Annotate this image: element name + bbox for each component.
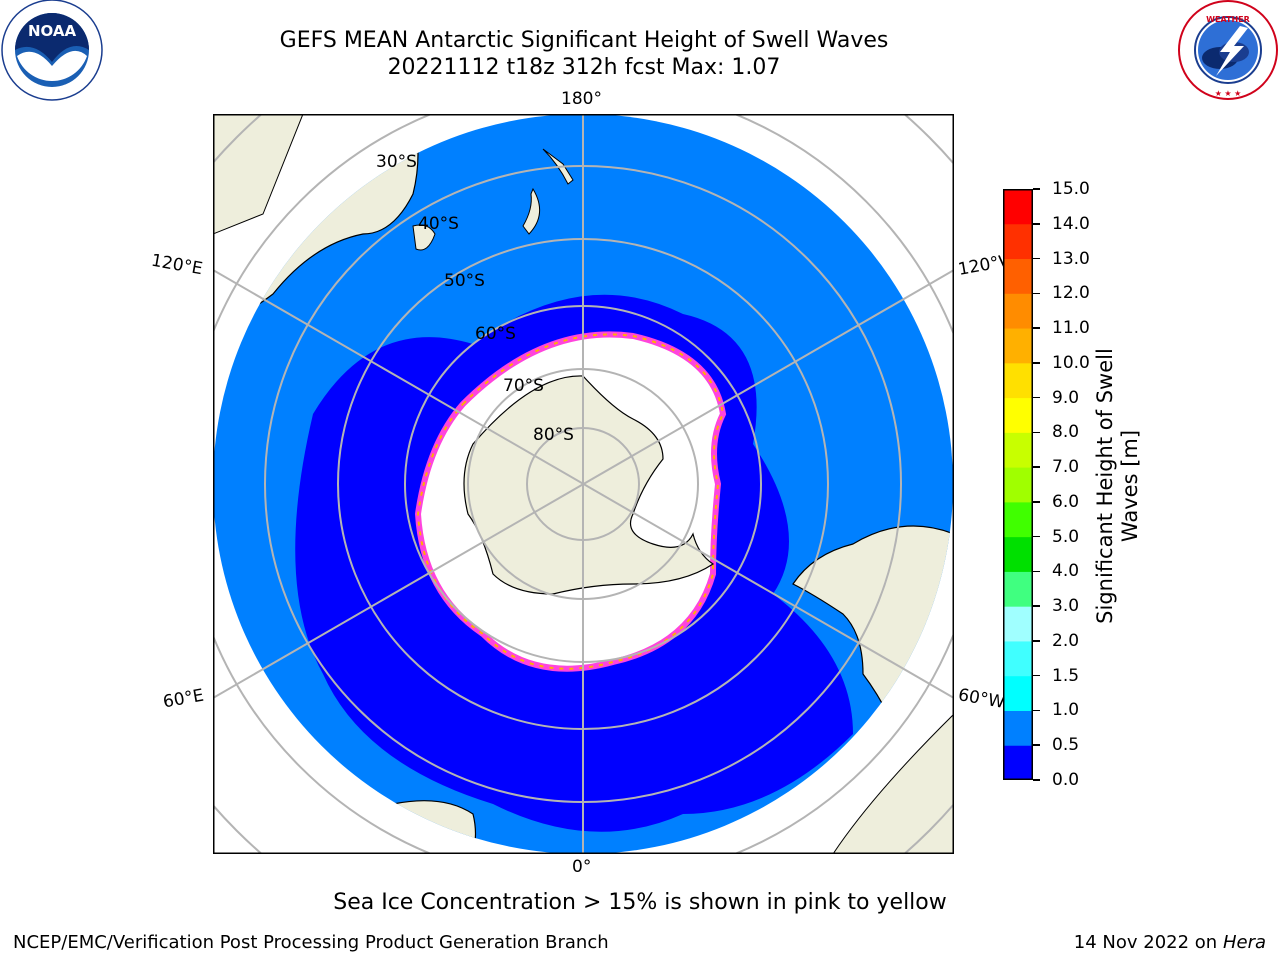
- colorbar-tick-mark: [1033, 327, 1040, 329]
- antarctica: [463, 375, 715, 595]
- map-subtitle: 20221112 t18z 312h fcst Max: 1.07: [387, 55, 781, 80]
- colorbar-tick-label: 0.5: [1052, 735, 1080, 756]
- colorbar-tick-label: 6.0: [1052, 491, 1080, 512]
- svg-text:WEATHER: WEATHER: [1206, 15, 1250, 24]
- colorbar-segment: [1003, 397, 1033, 433]
- colorbar-tick-label: 2.0: [1052, 630, 1080, 651]
- lat-label-30s: 30°S: [376, 152, 417, 172]
- colorbar-tick-mark: [1033, 709, 1040, 712]
- colorbar-segment: [1003, 571, 1033, 607]
- colorbar-label: Significant Height of Swell Waves [m]: [1093, 348, 1142, 624]
- colorbar-segment: [1003, 432, 1033, 468]
- colorbar-tick-label: 11.0: [1052, 318, 1090, 339]
- colorbar-segment: [1003, 189, 1033, 225]
- polar-map: [213, 114, 954, 854]
- colorbar-tick-label: 14.0: [1052, 213, 1090, 234]
- machine-name: Hera: [1222, 932, 1266, 953]
- colorbar-tick-mark: [1033, 362, 1040, 364]
- colorbar-tick-mark: [1033, 257, 1040, 260]
- colorbar-segment: [1003, 223, 1033, 260]
- noaa-logo-text: NOAA: [28, 22, 77, 40]
- lat-label-80s: 80°S: [533, 425, 574, 445]
- colorbar-segment: [1003, 467, 1033, 503]
- lon-label-120e: 120°E: [149, 250, 205, 280]
- noaa-logo: NOAA: [1, 0, 103, 101]
- colorbar-tick-label: 4.0: [1052, 561, 1080, 582]
- lon-label-0: 0°: [572, 857, 592, 877]
- colorbar-tick-mark: [1033, 674, 1040, 677]
- nws-logo: WEATHER ★ ★ ★: [1178, 0, 1278, 100]
- lat-label-70s: 70°S: [503, 376, 544, 396]
- colorbar-tick-label: 13.0: [1052, 248, 1090, 269]
- colorbar-segment: [1003, 328, 1033, 364]
- colorbar-tick-label: 1.5: [1052, 665, 1080, 686]
- colorbar-tick-mark: [1033, 188, 1040, 190]
- map-title: GEFS MEAN Antarctic Significant Height o…: [279, 28, 889, 53]
- colorbar-segment: [1003, 640, 1033, 677]
- colorbar-segment: [1003, 745, 1033, 780]
- colorbar-segment: [1003, 606, 1033, 642]
- colorbar-segment: [1003, 293, 1033, 329]
- colorbar-tick-mark: [1033, 744, 1040, 746]
- colorbar-tick-label: 8.0: [1052, 422, 1080, 443]
- colorbar-tick-label: 15.0: [1052, 179, 1090, 199]
- lat-label-40s: 40°S: [418, 214, 459, 234]
- colorbar: [1003, 189, 1033, 780]
- colorbar-tick-mark: [1033, 779, 1040, 781]
- colorbar-tick-mark: [1033, 535, 1040, 538]
- run-date-text: 14 Nov 2022 on: [1073, 932, 1218, 953]
- colorbar-tick-label: 5.0: [1052, 526, 1080, 547]
- new-zealand: [522, 148, 574, 235]
- colorbar-tick-label: 12.0: [1052, 283, 1090, 304]
- colorbar-tick-mark: [1033, 501, 1040, 503]
- colorbar-segment: [1003, 258, 1033, 294]
- colorbar-tick-mark: [1033, 640, 1040, 642]
- lat-label-50s: 50°S: [444, 271, 485, 291]
- run-date: 14 Nov 2022 on Hera: [1074, 932, 1266, 953]
- colorbar-segment: [1003, 710, 1033, 746]
- colorbar-tick-mark: [1033, 605, 1040, 607]
- svg-text:★ ★ ★: ★ ★ ★: [1215, 89, 1242, 98]
- colorbar-tick-label: 7.0: [1052, 457, 1080, 478]
- colorbar-tick-mark: [1033, 466, 1040, 468]
- graticule: [213, 114, 954, 854]
- colorbar-tick-label: 3.0: [1052, 596, 1080, 617]
- sea-ice-note: Sea Ice Concentration > 15% is shown in …: [333, 890, 947, 915]
- credit-text: NCEP/EMC/Verification Post Processing Pr…: [13, 932, 609, 953]
- lon-label-60e: 60°E: [161, 685, 206, 713]
- colorbar-tick-label: 10.0: [1052, 352, 1090, 373]
- colorbar-tick-mark: [1033, 223, 1040, 225]
- lon-label-60w: 60°W: [956, 685, 1007, 713]
- colorbar-segment: [1003, 536, 1033, 572]
- colorbar-tick-mark: [1033, 292, 1040, 295]
- colorbar-tick-label: 9.0: [1052, 387, 1080, 408]
- colorbar-tick-mark: [1033, 396, 1040, 399]
- colorbar-tick-mark: [1033, 570, 1040, 573]
- colorbar-tick-label: 0.0: [1052, 770, 1080, 790]
- lat-label-60s: 60°S: [475, 324, 516, 344]
- lon-label-180: 180°: [561, 89, 602, 109]
- colorbar-tick-label: 1.0: [1052, 700, 1080, 721]
- colorbar-segment: [1003, 362, 1033, 399]
- colorbar-tick-mark: [1033, 431, 1040, 434]
- colorbar-segment: [1003, 675, 1033, 711]
- colorbar-segment: [1003, 501, 1033, 538]
